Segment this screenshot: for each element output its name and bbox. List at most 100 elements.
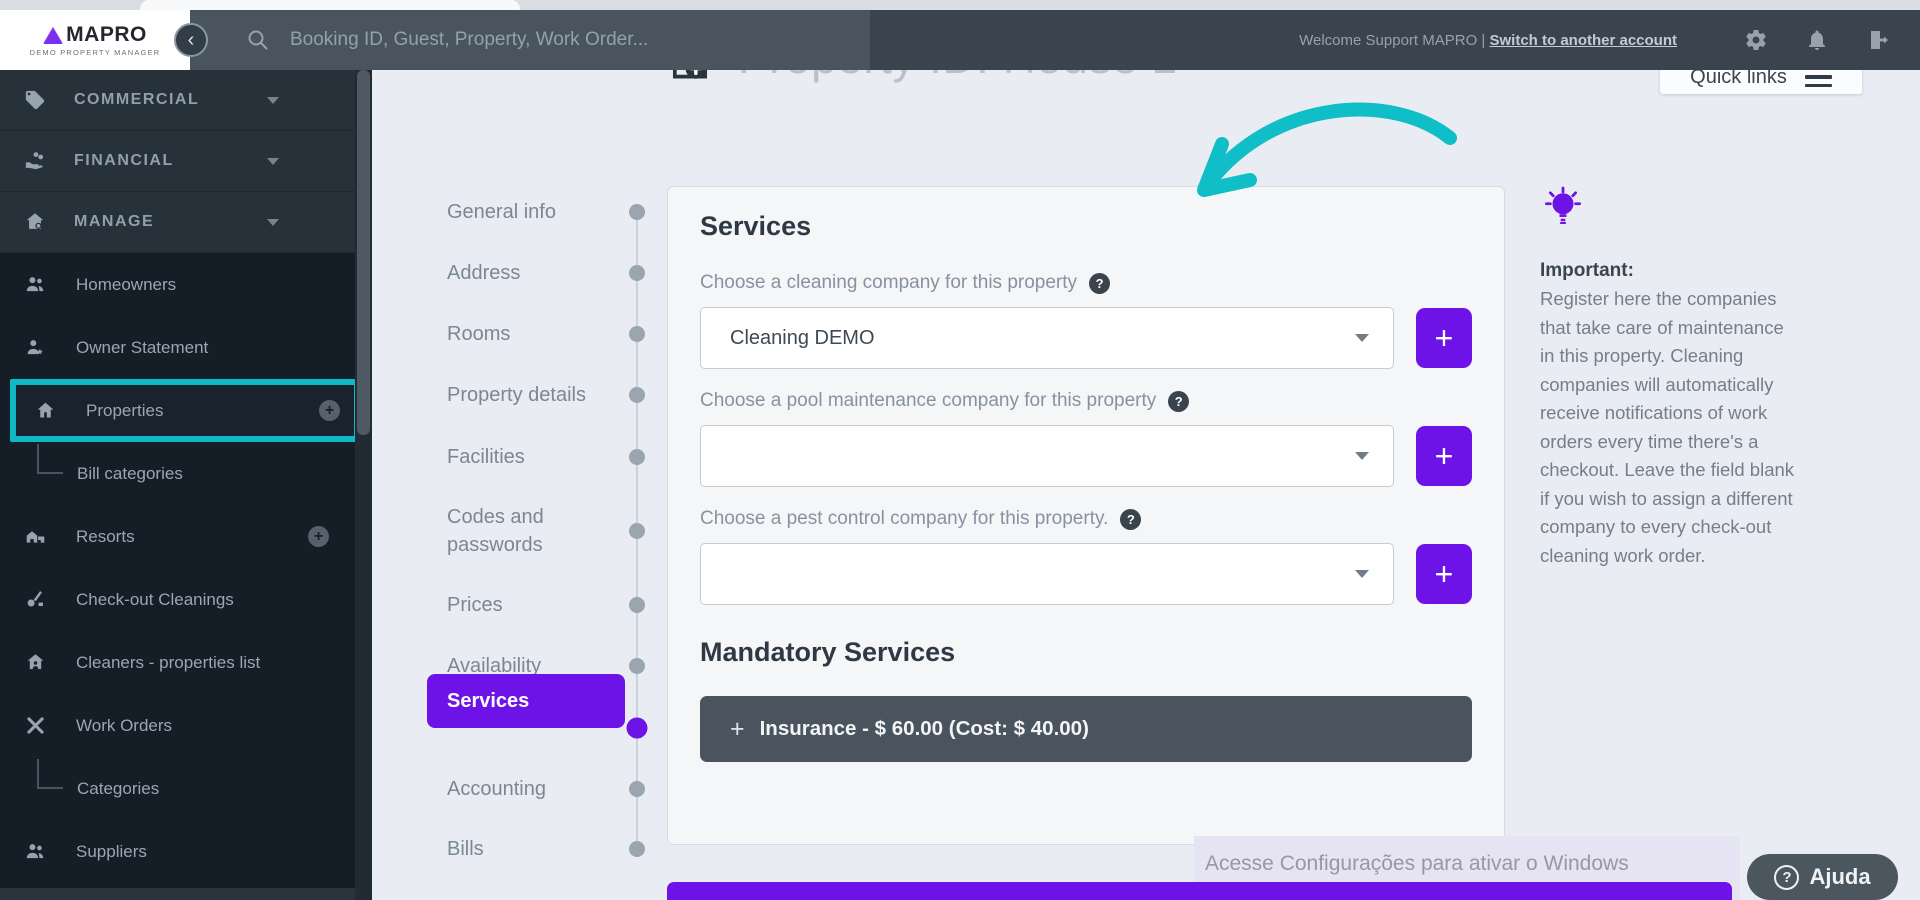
sidebar-item-label: Homeowners [76, 274, 177, 294]
sidebar-group-financial[interactable]: FINANCIAL [0, 131, 355, 192]
quick-links-label: Quick links [1690, 65, 1787, 88]
add-cleaning-company-button[interactable]: + [1416, 308, 1472, 368]
search-input[interactable] [290, 29, 830, 51]
logout-button[interactable] [1866, 28, 1890, 52]
mandatory-services-heading: Mandatory Services [700, 637, 956, 667]
sidebar-item-label: Suppliers [76, 841, 147, 861]
step-dot [629, 523, 645, 539]
step-rooms[interactable]: Rooms [447, 323, 511, 345]
step-availability[interactable]: Availability [447, 655, 542, 677]
house-person-icon [27, 654, 44, 670]
chevron-down-icon [267, 218, 279, 226]
chevron-down-icon [267, 96, 279, 104]
sidebar-item-label: Properties [86, 400, 164, 420]
step-dot [629, 597, 645, 613]
add-property-icon[interactable]: + [319, 400, 340, 421]
users-icon [26, 277, 44, 292]
notifications-button[interactable] [1805, 28, 1829, 52]
sidebar-group-label: MANAGE [74, 213, 155, 230]
mandatory-service-insurance[interactable]: + Insurance - $ 60.00 (Cost: $ 40.00) [700, 696, 1472, 762]
sidebar-collapse-button[interactable]: ‹ [174, 23, 208, 57]
step-dot [629, 204, 645, 220]
sidebar-footer-strip [0, 888, 355, 900]
sidebar-scrollbar[interactable] [355, 70, 372, 900]
sidebar-item-bill-categories[interactable]: Bill categories [0, 442, 355, 505]
brand-tagline: DEMO PROPERTY MANAGER [29, 48, 161, 57]
step-services[interactable]: Services [427, 674, 625, 728]
vacuum-icon [27, 591, 43, 607]
search-icon [248, 30, 268, 50]
sidebar-group-commercial[interactable]: COMMERCIAL [0, 70, 355, 131]
pest-company-select[interactable] [700, 543, 1394, 605]
tools-icon [27, 717, 44, 734]
step-address[interactable]: Address [447, 262, 521, 284]
switch-account-link[interactable]: Switch to another account [1489, 31, 1677, 49]
info-body: Register here the companies that take ca… [1540, 288, 1795, 566]
sidebar-item-label: Bill categories [77, 463, 183, 483]
pool-company-label: Choose a pool maintenance company for th… [700, 390, 1157, 411]
add-resort-icon[interactable]: + [308, 526, 329, 547]
users-icon [26, 844, 44, 859]
sidebar-item-resorts[interactable]: Resorts + [0, 505, 355, 568]
tree-elbow-icon [37, 443, 63, 474]
help-icon[interactable]: ? [1168, 390, 1190, 412]
step-codes-passwords[interactable]: Codes and passwords [447, 506, 544, 556]
help-icon[interactable]: ? [1089, 272, 1111, 294]
scrollbar-thumb[interactable] [357, 70, 370, 435]
step-dot [629, 326, 645, 342]
add-pool-company-button[interactable]: + [1416, 426, 1472, 486]
gear-icon [1746, 30, 1766, 50]
sidebar-item-label: Cleaners - properties list [76, 652, 261, 672]
app-logo[interactable]: MAPRO DEMO PROPERTY MANAGER [0, 10, 190, 70]
sidebar-item-homeowners[interactable]: Homeowners [0, 253, 355, 316]
sidebar-nav: COMMERCIAL FINANCIAL MANAGE Homeowners O… [0, 70, 360, 900]
sidebar-item-categories[interactable]: Categories [0, 757, 355, 820]
help-icon[interactable]: ? [1120, 508, 1142, 530]
step-general-info[interactable]: General info [447, 201, 556, 223]
sidebar-item-properties[interactable]: Properties + [10, 379, 360, 442]
step-facilities[interactable]: Facilities [447, 446, 525, 468]
step-accounting[interactable]: Accounting [447, 778, 546, 800]
help-button[interactable]: ? Ajuda [1747, 854, 1898, 900]
sidebar-item-checkout-cleanings[interactable]: Check-out Cleanings [0, 568, 355, 631]
house-icon [37, 402, 54, 418]
settings-button[interactable] [1744, 28, 1768, 52]
step-dot [629, 658, 645, 674]
step-prices[interactable]: Prices [447, 594, 503, 616]
lightbulb-icon [1544, 186, 1582, 225]
sidebar-item-label: Resorts [76, 526, 135, 546]
services-heading: Services [700, 211, 812, 241]
top-header: MAPRO DEMO PROPERTY MANAGER ‹ Welcome Su… [0, 10, 1920, 70]
sidebar-item-label: Owner Statement [76, 337, 209, 357]
cleaning-company-value: Cleaning DEMO [730, 326, 875, 349]
info-title: Important: [1540, 260, 1634, 281]
help-label: Ajuda [1809, 864, 1871, 889]
sidebar-group-label: FINANCIAL [74, 152, 174, 169]
chevron-down-icon [1355, 570, 1369, 578]
cleaning-company-select[interactable]: Cleaning DEMO [700, 307, 1394, 369]
sidebar-item-cleaners-properties-list[interactable]: Cleaners - properties list [0, 631, 355, 694]
sidebar-group-manage[interactable]: MANAGE [0, 192, 355, 253]
sidebar-item-owner-statement[interactable]: Owner Statement [0, 316, 355, 379]
pool-company-select[interactable] [700, 425, 1394, 487]
browser-tab [140, 0, 520, 10]
resort-icon [26, 531, 45, 543]
save-bar[interactable] [667, 882, 1732, 900]
windows-activation-watermark: Acesse Configurações para ativar o Windo… [1205, 852, 1629, 875]
step-dot-active [626, 717, 648, 739]
tag-icon [25, 90, 45, 110]
sidebar-group-label: COMMERCIAL [74, 91, 200, 108]
add-pest-company-button[interactable]: + [1416, 544, 1472, 604]
cleaning-company-label: Choose a cleaning company for this prope… [700, 272, 1078, 293]
step-bills[interactable]: Bills [447, 838, 484, 860]
step-dot [629, 449, 645, 465]
chevron-down-icon [267, 157, 279, 165]
sidebar-item-suppliers[interactable]: Suppliers [0, 820, 355, 883]
browser-chrome-strip [0, 0, 1920, 10]
sidebar-item-work-orders[interactable]: Work Orders [0, 694, 355, 757]
chevron-down-icon [1355, 334, 1369, 342]
step-property-details[interactable]: Property details [447, 384, 586, 406]
important-info-panel: Important: Register here the companies t… [1540, 186, 1802, 570]
sidebar-item-label: Work Orders [76, 715, 173, 735]
tree-elbow-icon [37, 758, 63, 789]
